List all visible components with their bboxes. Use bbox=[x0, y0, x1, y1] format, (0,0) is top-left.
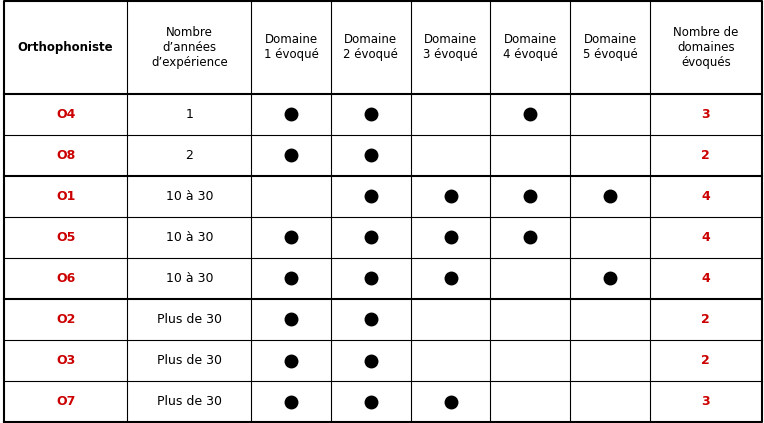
Text: 4: 4 bbox=[701, 272, 711, 285]
Text: 4: 4 bbox=[701, 231, 711, 244]
Text: 3: 3 bbox=[701, 395, 711, 408]
Text: Domaine
2 évoqué: Domaine 2 évoqué bbox=[343, 33, 398, 61]
Text: Domaine
5 évoqué: Domaine 5 évoqué bbox=[583, 33, 637, 61]
Text: 2: 2 bbox=[186, 148, 193, 162]
Text: Nombre de
domaines
évoqués: Nombre de domaines évoqués bbox=[673, 26, 739, 69]
Text: Domaine
3 évoqué: Domaine 3 évoqué bbox=[423, 33, 478, 61]
Text: O3: O3 bbox=[56, 354, 76, 367]
Text: O8: O8 bbox=[56, 148, 76, 162]
Text: Plus de 30: Plus de 30 bbox=[157, 313, 222, 326]
Text: 10 à 30: 10 à 30 bbox=[166, 272, 213, 285]
Text: O7: O7 bbox=[56, 395, 76, 408]
Text: O1: O1 bbox=[56, 190, 76, 203]
Text: 10 à 30: 10 à 30 bbox=[166, 231, 213, 244]
Text: 3: 3 bbox=[701, 107, 711, 121]
Text: Orthophoniste: Orthophoniste bbox=[18, 41, 114, 54]
Text: 4: 4 bbox=[701, 190, 711, 203]
Text: O4: O4 bbox=[56, 107, 76, 121]
Text: Plus de 30: Plus de 30 bbox=[157, 354, 222, 367]
Text: O5: O5 bbox=[56, 231, 76, 244]
Text: 2: 2 bbox=[701, 313, 711, 326]
Text: 2: 2 bbox=[701, 354, 711, 367]
Text: 1: 1 bbox=[186, 107, 193, 121]
Text: O6: O6 bbox=[56, 272, 76, 285]
Text: O2: O2 bbox=[56, 313, 76, 326]
Text: 10 à 30: 10 à 30 bbox=[166, 190, 213, 203]
Text: 2: 2 bbox=[701, 148, 711, 162]
Text: Domaine
1 évoqué: Domaine 1 évoqué bbox=[264, 33, 319, 61]
Text: Nombre
d’années
d’expérience: Nombre d’années d’expérience bbox=[151, 26, 228, 69]
Text: Domaine
4 évoqué: Domaine 4 évoqué bbox=[503, 33, 558, 61]
Text: Plus de 30: Plus de 30 bbox=[157, 395, 222, 408]
